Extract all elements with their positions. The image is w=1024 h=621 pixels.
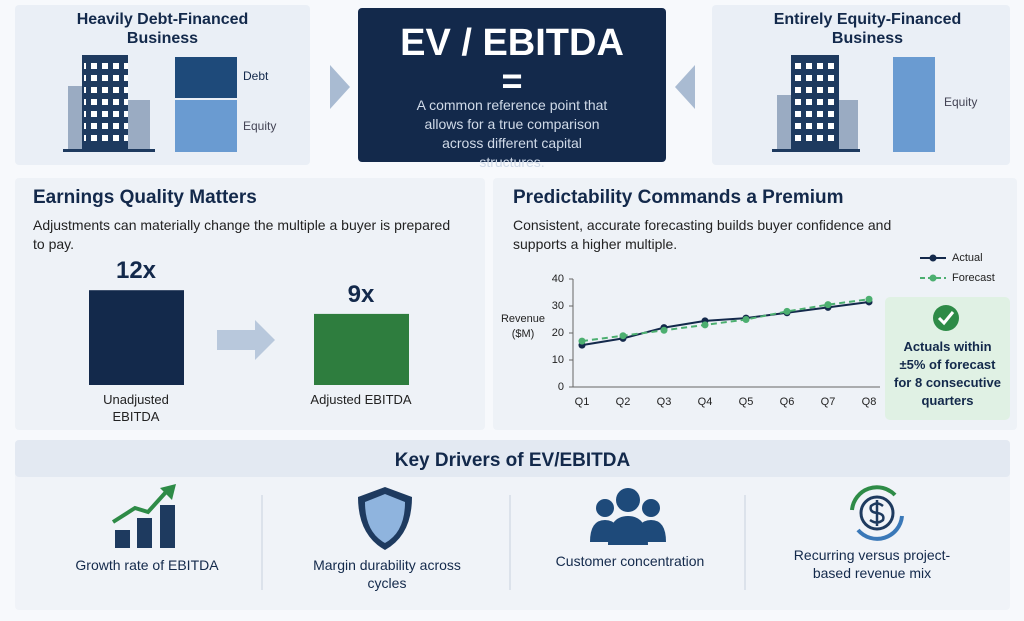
y-tick-label: 0 (558, 381, 564, 393)
section-title: Predictability Commands a Premium (513, 187, 844, 208)
point (824, 301, 832, 309)
panel-title: Heavily Debt-Financed Business (76, 11, 249, 47)
dividers (261, 495, 746, 590)
panel-title: Entirely Equity-Financed Business (773, 11, 962, 47)
bar-label: Debt (243, 69, 269, 83)
bar (89, 290, 184, 385)
point (619, 332, 627, 340)
center-title: EV / EBITDA (400, 22, 624, 64)
people-icon (590, 488, 666, 545)
drivers-title: Key Drivers of EV/EBITDA (394, 450, 631, 471)
x-tick-label: Q3 (657, 396, 672, 408)
value-label: 9x (347, 280, 375, 308)
point (865, 295, 873, 303)
center-box (358, 8, 666, 162)
drivers-header (15, 440, 1010, 477)
building-icon (63, 55, 155, 152)
x-tick-label: Unadjusted EBITDA (103, 392, 169, 424)
bar-label: Equity (243, 119, 277, 133)
check-icon (933, 305, 959, 331)
x-tick-label: Q5 (739, 396, 754, 408)
y-tick-label: 40 (552, 273, 564, 285)
series-line (581, 300, 870, 347)
section-title: Earnings Quality Matters (33, 187, 257, 208)
debt-bar (175, 57, 237, 98)
point (578, 337, 586, 345)
driver-label: Margin durability across cycles (313, 557, 461, 591)
series-line (581, 298, 870, 343)
x-tick-label: Q4 (698, 396, 713, 408)
point (783, 307, 791, 315)
check-mark (937, 311, 955, 326)
y-tick-label: 20 (552, 327, 564, 339)
section-subtitle: Adjustments can materially change the mu… (33, 217, 451, 252)
driver-label: Recurring versus project-based revenue m… (793, 547, 951, 581)
value-label: 12x (115, 257, 157, 285)
growth-icon (111, 484, 176, 548)
equals: = (501, 60, 523, 101)
y-tick-label: 30 (552, 300, 564, 312)
bar-label: Equity (944, 95, 978, 109)
equity-bar (175, 100, 237, 152)
building-icon (772, 55, 860, 152)
section-subtitle: Consistent, accurate forecasting builds … (513, 217, 892, 252)
point (660, 326, 668, 334)
legend-marker (929, 254, 937, 262)
chevron (330, 65, 350, 109)
x-tick-label: Adjusted EBITDA (310, 392, 412, 407)
legend-marker (929, 274, 937, 282)
drivers-panel (15, 440, 1010, 610)
revenue-icon (850, 485, 904, 541)
x-tick-label: Q1 (575, 396, 590, 408)
chevron (675, 65, 695, 109)
y-axis-label: Revenue ($M) (500, 313, 546, 340)
x-tick-label: Q6 (780, 396, 795, 408)
legend-label: Forecast (952, 272, 995, 284)
bar (314, 313, 409, 385)
driver-label: Growth rate of EBITDA (75, 557, 219, 573)
legend-label: Actual (952, 252, 983, 264)
shield-icon (358, 487, 412, 550)
x-tick-label: Q8 (862, 396, 877, 408)
point (701, 321, 709, 329)
equity-bar (893, 57, 935, 152)
center-text: A common reference point that allows for… (416, 97, 608, 170)
y-tick-label: 10 (552, 354, 564, 366)
point (742, 316, 750, 323)
badge (885, 297, 1010, 420)
badge-text: Actuals within ±5% of forecast for 8 con… (894, 339, 1001, 408)
driver-label: Customer concentration (555, 553, 705, 569)
arrow (217, 320, 275, 360)
x-tick-label: Q2 (616, 396, 631, 408)
x-tick-label: Q7 (821, 396, 836, 408)
